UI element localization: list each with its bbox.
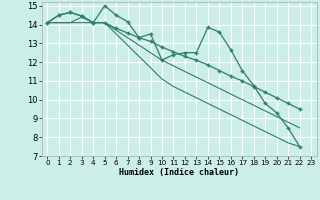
X-axis label: Humidex (Indice chaleur): Humidex (Indice chaleur) [119,168,239,177]
